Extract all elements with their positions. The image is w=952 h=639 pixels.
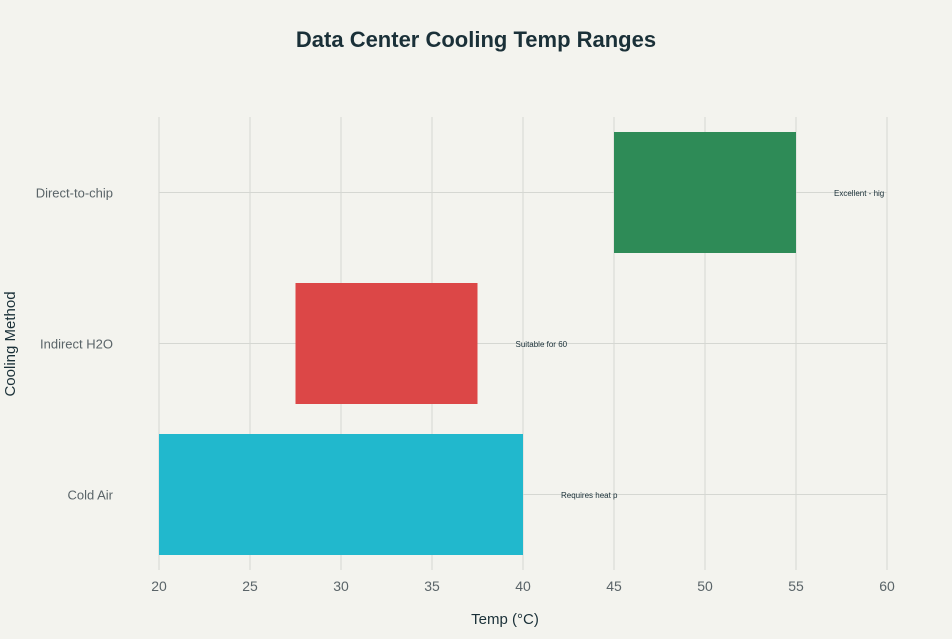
x-tick-label: 25 bbox=[242, 578, 258, 594]
range-bar bbox=[295, 283, 478, 404]
x-tick-label: 60 bbox=[879, 578, 895, 594]
chart-title: Data Center Cooling Temp Ranges bbox=[296, 27, 656, 52]
y-tick-label: Direct-to-chip bbox=[36, 186, 113, 201]
label-layer: 20 25 30 35 40 45 50 55 60 Cold Air Indirect H2O Di… bbox=[36, 186, 895, 595]
bar-annotation: Suitable for 60 bbox=[516, 340, 568, 349]
y-tick-label: Cold Air bbox=[67, 488, 113, 503]
x-axis-label: Temp (°C) bbox=[471, 611, 539, 628]
x-tick-label: 55 bbox=[788, 578, 804, 594]
bar-annotation: Requires heat p bbox=[561, 491, 618, 500]
range-bar bbox=[614, 132, 796, 253]
bar-layer bbox=[159, 132, 796, 555]
x-tick-label: 35 bbox=[424, 578, 440, 594]
x-tick-label: 30 bbox=[333, 578, 349, 594]
bar-annotation: Excellent - hig bbox=[834, 189, 884, 198]
range-bar bbox=[159, 434, 523, 555]
x-tick-label: 20 bbox=[151, 578, 167, 594]
y-axis-label: Cooling Method bbox=[2, 291, 19, 396]
y-tick-label: Indirect H2O bbox=[40, 337, 113, 352]
x-tick-label: 40 bbox=[515, 578, 531, 594]
x-tick-label: 45 bbox=[606, 578, 622, 594]
x-tick-label: 50 bbox=[697, 578, 713, 594]
